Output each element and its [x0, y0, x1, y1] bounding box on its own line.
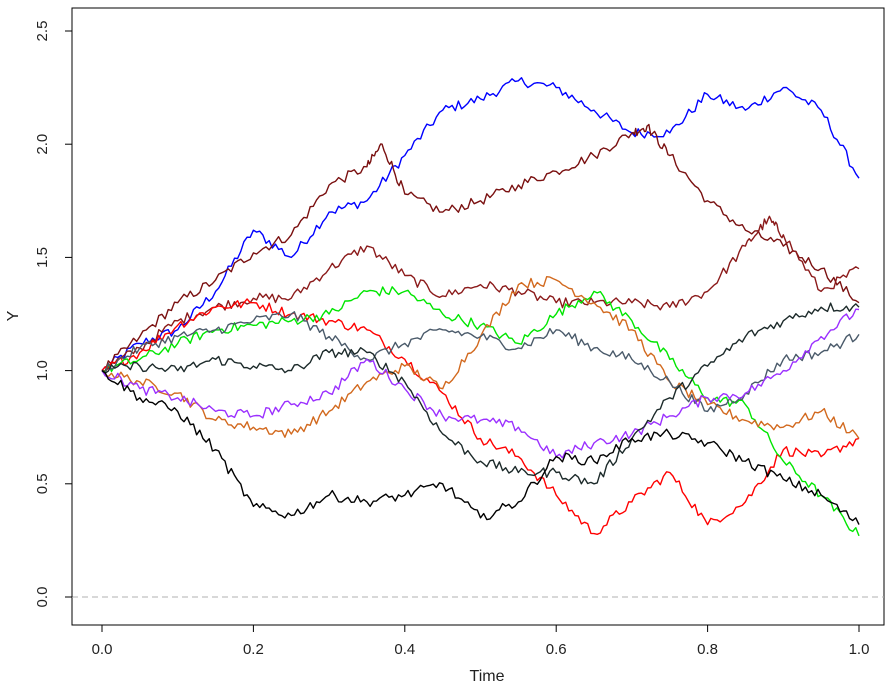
series-line-7: [101, 311, 860, 413]
series-layer: [101, 76, 860, 537]
series-line-1: [101, 76, 860, 372]
series-line-8: [101, 308, 860, 459]
series-line-3: [101, 215, 860, 373]
x-tick-label: 0.0: [92, 641, 113, 658]
y-tick-label: 0.5: [34, 473, 51, 494]
y-tick-label: 2.5: [34, 21, 51, 42]
x-tick-label: 0.4: [394, 641, 415, 658]
series-line-10: [101, 370, 860, 525]
x-axis: 0.0 0.2 0.4 0.6 0.8 1.0: [92, 624, 870, 658]
y-axis: 0.0 0.5 1.0 1.5 2.0 2.5: [34, 21, 73, 608]
x-tick-label: 0.8: [697, 641, 718, 658]
y-axis-title: Y: [5, 310, 22, 321]
x-tick-label: 0.6: [546, 641, 567, 658]
series-line-6: [101, 276, 860, 439]
y-tick-label: 0.0: [34, 587, 51, 608]
series-line-5: [101, 286, 860, 537]
x-tick-label: 1.0: [849, 641, 870, 658]
x-tick-label: 0.2: [243, 641, 264, 658]
y-tick-label: 1.5: [34, 247, 51, 268]
y-tick-label: 2.0: [34, 134, 51, 155]
y-tick-label: 1.0: [34, 360, 51, 381]
x-axis-title: Time: [470, 668, 505, 685]
series-line-4: [101, 298, 860, 535]
series-line-9: [101, 302, 860, 485]
series-line-2: [101, 123, 860, 372]
